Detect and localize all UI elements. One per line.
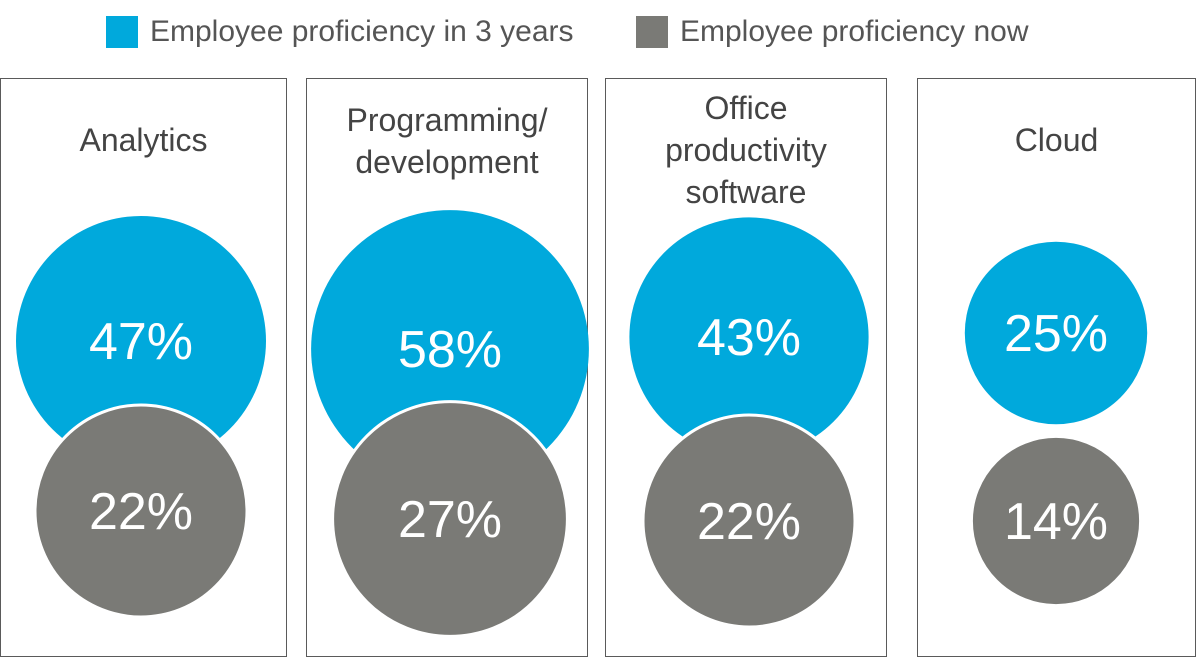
bubble-now-cloud — [969, 434, 1143, 608]
panel-cloud: Cloud 25% 14% — [917, 78, 1196, 657]
legend-swatch-now — [636, 16, 668, 48]
panel-analytics: Analytics 47% 22% — [0, 78, 287, 657]
value-label-3-years-office-productivity-software: 43% — [697, 309, 801, 367]
legend-item-3-years: Employee proficiency in 3 years — [106, 10, 574, 54]
value-label-3-years-programming-development: 58% — [398, 321, 502, 379]
bubble-3-years-office-productivity-software — [629, 217, 869, 457]
bubble-3-years-programming-development — [311, 210, 589, 488]
bubbles-cloud: 25% 14% — [964, 241, 1148, 608]
value-label-now-cloud: 14% — [1004, 493, 1108, 551]
panel-title-programming-development: Programming/ development — [346, 102, 548, 180]
value-label-3-years-cloud: 25% — [1004, 305, 1108, 363]
legend-label-now: Employee proficiency now — [680, 15, 1029, 48]
panel-office-productivity-software: Office productivity software 43% 22% — [605, 78, 887, 657]
legend-swatch-3-years — [106, 16, 138, 48]
legend: Employee proficiency in 3 years Employee… — [0, 10, 1200, 54]
panel-programming-development: Programming/ development 58% 27% — [306, 78, 589, 657]
bubble-now-office-productivity-software — [641, 413, 857, 629]
panel-title-office-productivity-software: Office productivity software — [665, 90, 827, 210]
bubble-now-programming-development — [331, 400, 569, 638]
bubble-now-analytics — [33, 403, 249, 619]
legend-item-now: Employee proficiency now — [636, 10, 1029, 54]
value-label-3-years-analytics: 47% — [89, 313, 193, 371]
bubbles-office-productivity-software: 43% 22% — [629, 217, 869, 629]
value-label-now-office-productivity-software: 22% — [697, 493, 801, 551]
bubbles-programming-development: 58% 27% — [311, 210, 589, 638]
panel-title-analytics: Analytics — [79, 122, 208, 158]
value-label-now-programming-development: 27% — [398, 491, 502, 549]
bubble-3-years-cloud — [964, 241, 1148, 425]
legend-label-3-years: Employee proficiency in 3 years — [150, 15, 574, 48]
value-label-now-analytics: 22% — [89, 483, 193, 541]
bubble-3-years-analytics — [16, 216, 266, 466]
panel-title-cloud: Cloud — [1014, 122, 1099, 158]
bubbles-analytics: 47% 22% — [16, 216, 266, 619]
